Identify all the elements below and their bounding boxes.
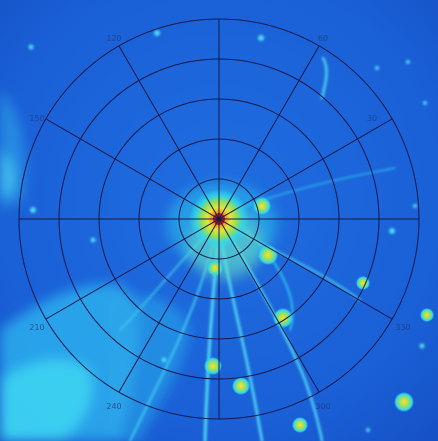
bright-spot bbox=[356, 276, 370, 290]
bright-spot bbox=[292, 417, 308, 433]
lower-left-bright-region bbox=[0, 90, 190, 441]
angle-labels: 30 60 120 150 210 240 300 330 bbox=[29, 34, 410, 411]
bright-spot bbox=[258, 245, 278, 265]
angle-label-240: 240 bbox=[106, 402, 121, 411]
angle-label-120: 120 bbox=[106, 34, 121, 43]
angle-label-150: 150 bbox=[29, 114, 44, 123]
bright-spot bbox=[253, 197, 271, 215]
angle-label-60: 60 bbox=[318, 34, 328, 43]
bright-spot bbox=[394, 392, 414, 412]
angle-label-330: 330 bbox=[395, 323, 410, 332]
bright-spot bbox=[420, 308, 434, 322]
angle-label-300: 300 bbox=[315, 402, 330, 411]
bright-spot bbox=[204, 357, 222, 375]
bright-spot bbox=[207, 260, 223, 276]
angle-label-30: 30 bbox=[367, 114, 377, 123]
grid-spoke bbox=[118, 45, 320, 393]
polar-grid bbox=[18, 18, 420, 420]
bright-spot bbox=[232, 377, 250, 395]
small-specks bbox=[28, 30, 427, 432]
angle-label-210: 210 bbox=[29, 323, 44, 332]
